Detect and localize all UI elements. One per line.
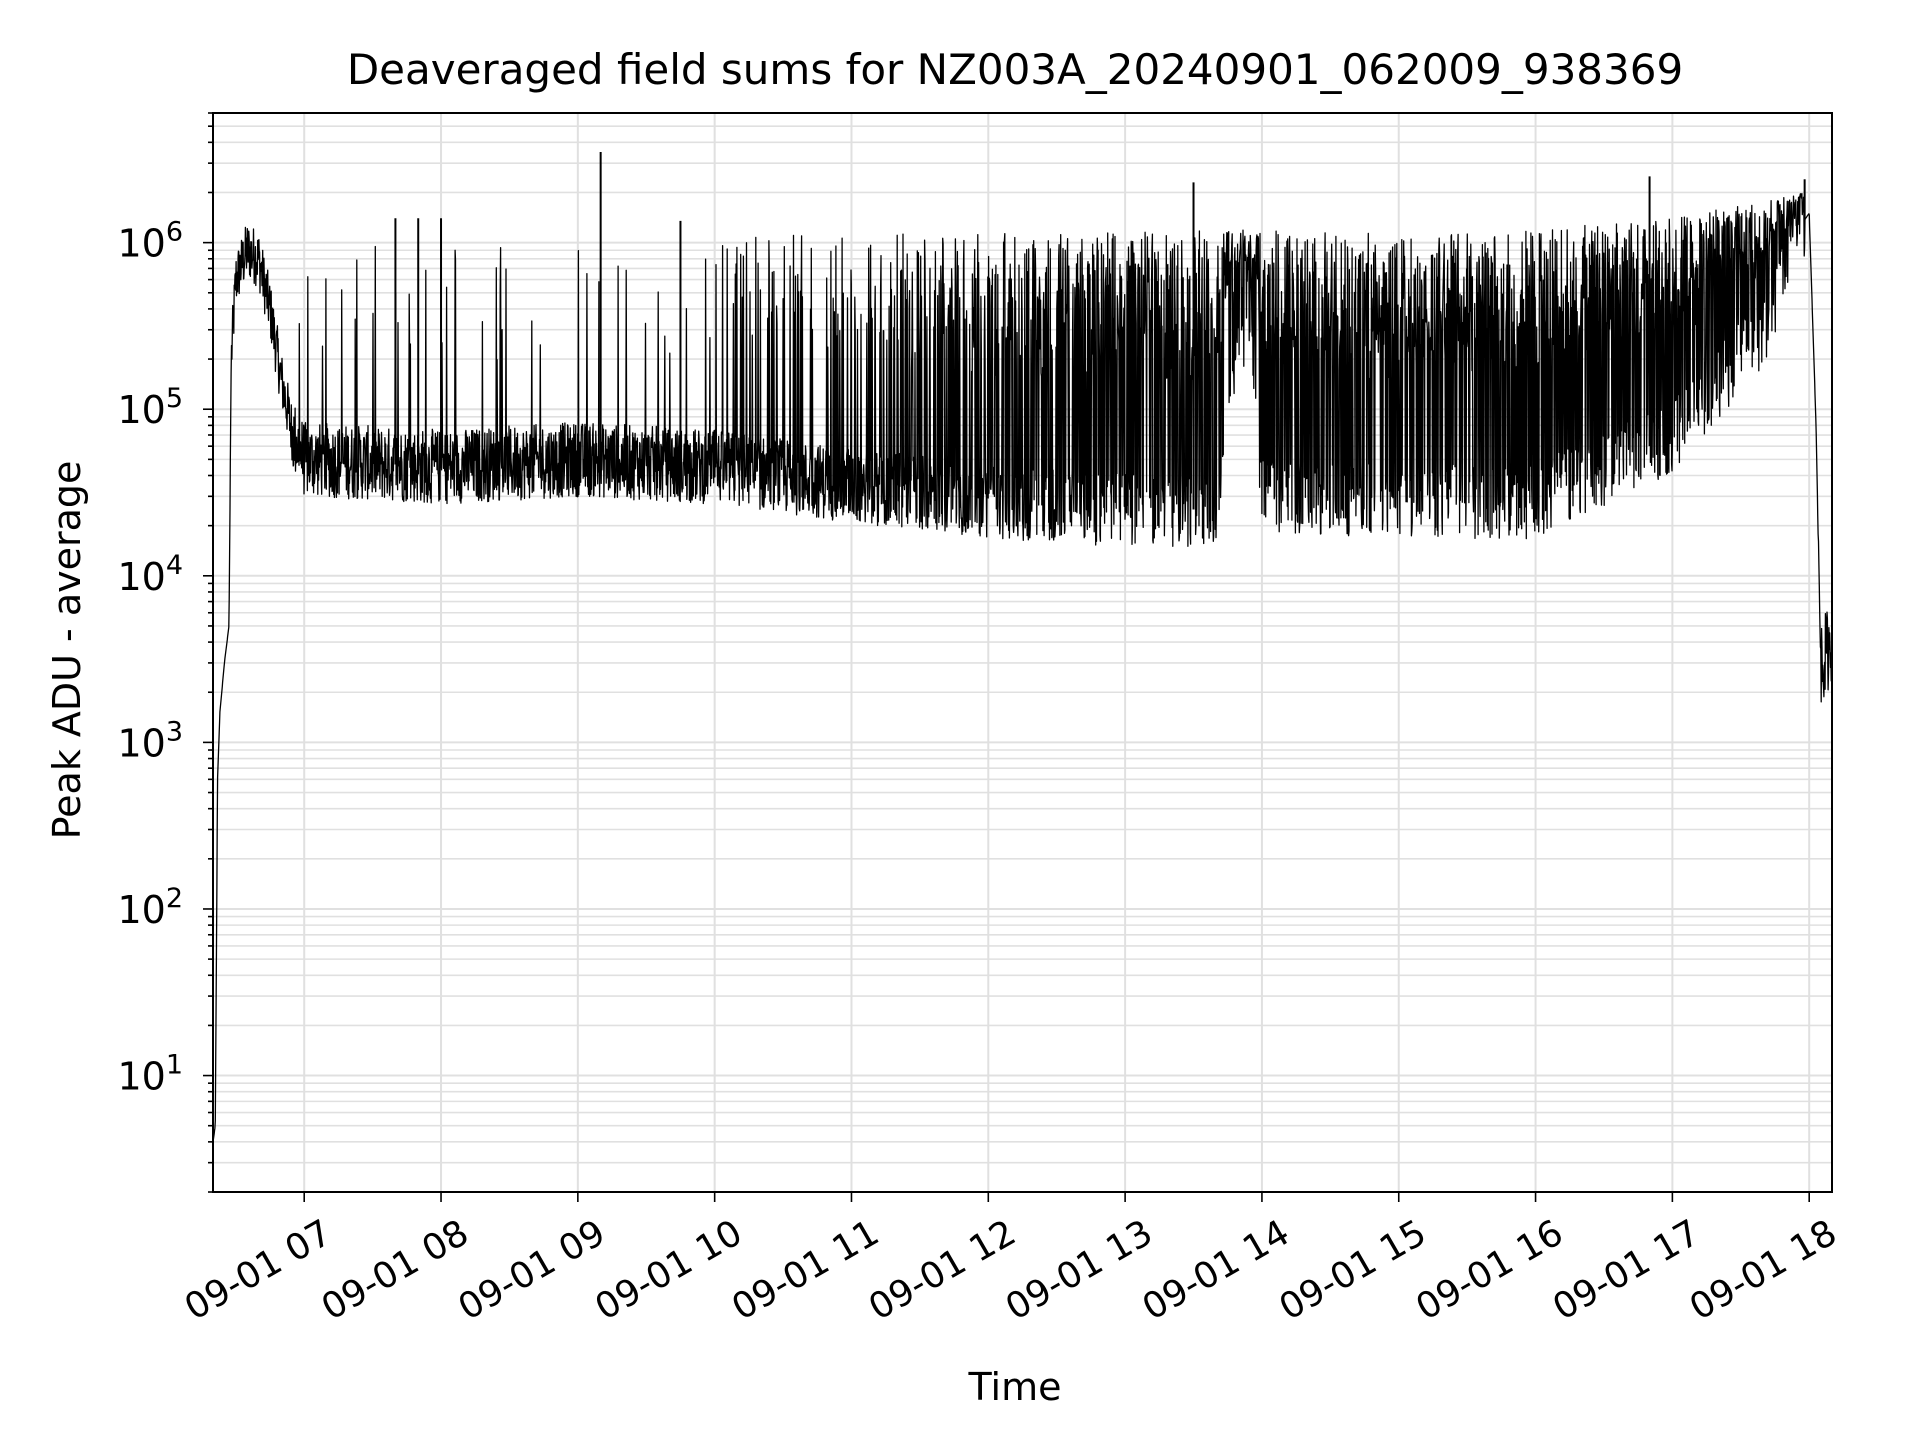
series-line (212, 192, 1833, 1142)
plot-frame (212, 112, 1833, 1193)
plot-area (212, 151, 1833, 1142)
y-tick-label: 106 (117, 217, 183, 266)
chart-title: Deaveraged field sums for NZ003A_2024090… (347, 45, 1683, 94)
y-axis-label: Peak ADU - average (45, 461, 89, 840)
y-tick-label: 102 (117, 883, 183, 932)
y-tick-label: 105 (117, 383, 183, 432)
x-axis-label: Time (968, 1365, 1062, 1409)
y-tick-label: 101 (117, 1050, 183, 1099)
y-tick-label: 104 (117, 550, 183, 599)
y-tick-label: 103 (117, 716, 183, 765)
